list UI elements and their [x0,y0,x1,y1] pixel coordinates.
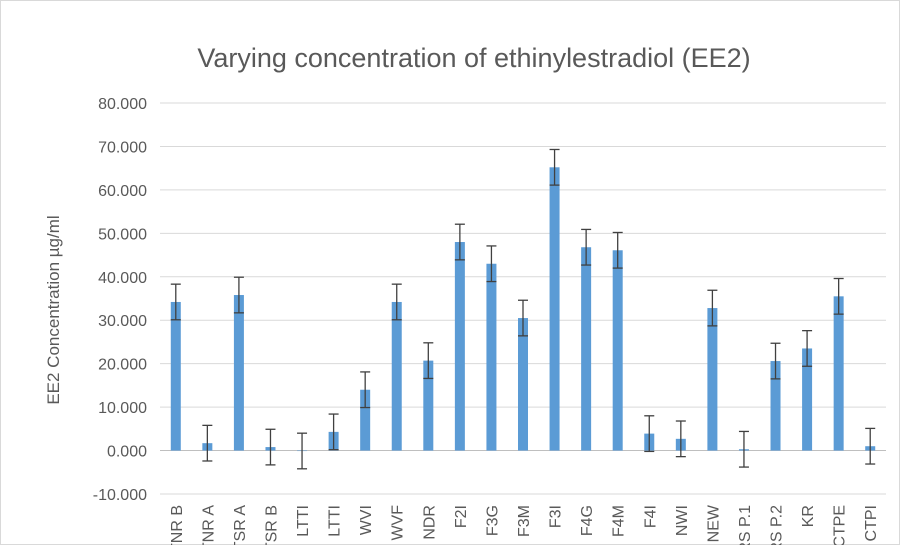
error-bar [360,371,371,409]
error-bar [802,329,813,367]
x-tick-label: NDR [421,505,438,540]
error-bar [581,228,592,266]
error-bar [454,223,465,261]
x-tick-label: F3G [484,505,501,536]
error-bars [170,148,876,470]
x-tick-label: NWI [674,505,691,536]
bar [486,263,497,451]
error-bar [644,415,655,453]
error-bar [233,276,244,314]
bars [170,167,876,452]
error-bar [297,432,308,470]
error-bar [518,299,528,337]
bar [612,250,623,451]
y-tick-label: 20.000 [98,357,147,374]
error-bar [328,413,339,451]
x-tick-label: WVF [390,505,407,541]
bar [454,242,465,451]
x-tick-label: LTTI [327,505,344,537]
bar [233,295,244,451]
y-tick-labels: -10.000 0.000 10.000 20.000 30.000 40.000 50.0… [93,96,147,504]
x-tick-label: F3I [548,505,565,528]
x-tick-label: F2I [453,505,470,528]
x-tick-label: F4M [611,505,628,537]
x-tick-label: NEW [705,504,722,542]
x-tick-label: CTPI [863,505,880,541]
bar [770,361,781,451]
error-bar [265,428,276,466]
error-bar [202,424,213,462]
bar [518,318,528,451]
y-tick-label: 30.000 [98,313,147,330]
x-tick-label: KR [800,505,817,527]
y-tick-label: 60.000 [98,183,147,200]
x-tick-label: CTPE [832,505,849,545]
y-tick-label: 10.000 [98,400,147,417]
x-tick-label: LTTI [295,505,312,537]
x-tick-label: F4I [642,505,659,528]
error-bar [549,148,560,186]
x-tick-labels: TNR B TNR A MTSR A MTSR B LTTI LTTI WVI WVF NDR F… [169,504,880,545]
bar [707,308,718,451]
y-tick-label: 50.000 [98,226,147,243]
y-tick-label: 0.000 [107,444,147,461]
chart-title: Varying concentration of ethinylestradio… [197,43,750,73]
x-tick-label: CRS P.2 [769,505,786,545]
x-tick-label: F3M [516,505,533,537]
bar [170,301,181,451]
x-tick-label: TNR B [169,505,186,545]
error-bar [423,342,434,380]
bar [391,301,402,451]
y-tick-label: -10.000 [93,487,147,504]
x-tick-label: MTSR A [232,505,249,545]
bar [581,247,592,451]
x-tick-label: TNR A [200,505,217,545]
bar [802,348,813,451]
error-bar [865,427,876,465]
y-tick-label: 70.000 [98,139,147,156]
error-bar [833,277,844,315]
y-tick-label: 40.000 [98,270,147,287]
error-bar [170,283,181,321]
error-bar [738,430,749,468]
bar [833,296,844,451]
x-tick-label: CRS P.1 [737,505,754,545]
error-bar [391,283,402,321]
error-bar [707,289,718,327]
error-bar [770,342,781,380]
y-tick-label: 80.000 [98,96,147,113]
x-tick-label: MTSR B [263,505,280,545]
x-tick-label: WVI [358,505,375,535]
x-tick-label: F4G [579,505,596,536]
bar [360,389,371,451]
y-axis-label: EE2 Concentration µg/ml [44,215,63,404]
error-bar [486,245,497,283]
error-bar [675,420,686,458]
bar [423,360,434,451]
error-bar [612,231,623,269]
bar [549,167,560,451]
